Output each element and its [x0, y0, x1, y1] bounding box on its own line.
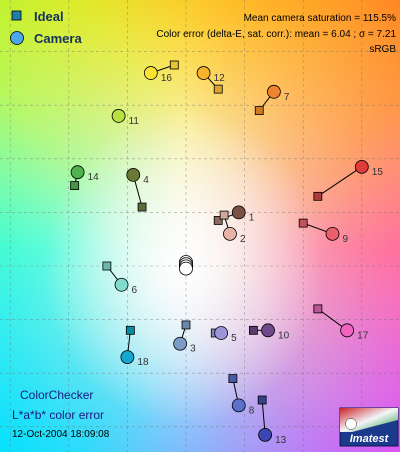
- camera-marker-16: [143, 66, 158, 80]
- error-line-15: [317, 166, 363, 197]
- ideal-marker-12: [213, 84, 223, 94]
- camera-marker-8: [231, 398, 246, 413]
- patch-label-11: 11: [129, 116, 140, 127]
- patch-label-2: 2: [240, 234, 246, 245]
- ideal-marker-9: [298, 218, 308, 228]
- legend-ideal-label: Ideal: [34, 9, 64, 24]
- saturation-text: Mean camera saturation = 115.5%: [244, 13, 397, 24]
- ideal-marker-1: [213, 216, 223, 225]
- imatest-logo: Imatest: [339, 407, 399, 447]
- camera-marker-11: [111, 109, 126, 123]
- patch-label-18: 18: [137, 357, 149, 368]
- color-error-text: Color error (delta-E, sat. corr.): mean …: [156, 29, 396, 40]
- patch-label-15: 15: [372, 167, 384, 178]
- ideal-marker-10: [248, 325, 258, 335]
- chart-title: ColorChecker: [20, 388, 93, 402]
- patch-label-17: 17: [357, 330, 369, 341]
- camera-marker-12: [196, 66, 211, 80]
- patch-label-3: 3: [190, 344, 196, 355]
- camera-marker-13: [258, 427, 273, 442]
- camera-marker-15: [354, 159, 369, 174]
- ideal-marker-2: [219, 210, 229, 220]
- ideal-marker-16: [169, 60, 179, 70]
- legend-camera-label: Camera: [34, 31, 82, 46]
- ideal-marker-15: [313, 191, 323, 201]
- camera-marker-2: [223, 226, 237, 241]
- colorspace-text: sRGB: [369, 44, 396, 55]
- patch-label-6: 6: [132, 285, 138, 296]
- ideal-marker-8: [228, 374, 238, 383]
- camera-marker-17: [340, 323, 355, 338]
- chart-subtitle: L*a*b* color error: [12, 408, 104, 422]
- logo-text: Imatest: [350, 433, 390, 445]
- ideal-marker-3: [181, 320, 191, 330]
- legend: Ideal Camera: [10, 9, 82, 46]
- data-marks: [70, 60, 369, 442]
- patch-label-13: 13: [275, 435, 287, 446]
- ideal-marker-6: [102, 261, 112, 271]
- patch-label-7: 7: [284, 92, 290, 103]
- patch-label-12: 12: [214, 73, 226, 84]
- ideal-marker-7: [254, 106, 264, 115]
- ideal-marker-18: [125, 325, 135, 335]
- legend-camera-marker: [10, 31, 24, 45]
- patch-label-14: 14: [88, 172, 100, 183]
- patch-label-16: 16: [161, 73, 173, 84]
- ideal-marker-17: [313, 304, 323, 314]
- ideal-marker-13: [257, 395, 267, 405]
- camera-marker-6: [114, 277, 129, 292]
- camera-marker-10: [261, 323, 275, 338]
- camera-marker-9: [325, 226, 340, 241]
- timestamp: 12-Oct-2004 18:09:08: [12, 429, 110, 440]
- camera-marker-4: [126, 167, 141, 182]
- camera-marker-5: [214, 326, 229, 340]
- camera-marker-7: [266, 84, 281, 99]
- patch-label-8: 8: [249, 405, 255, 416]
- camera-marker-1: [231, 205, 246, 220]
- legend-ideal-marker: [11, 10, 22, 21]
- patch-label-9: 9: [343, 234, 349, 245]
- patch-label-5: 5: [231, 333, 237, 344]
- camera-marker-3: [173, 336, 188, 351]
- patch-label-4: 4: [143, 175, 149, 186]
- ideal-marker-4: [137, 202, 147, 212]
- camera-marker-18: [120, 350, 135, 365]
- camera-marker-14: [70, 165, 85, 180]
- ideal-marker-14: [70, 181, 80, 191]
- neutral-camera-marker: [179, 261, 193, 276]
- patch-label-1: 1: [249, 212, 255, 223]
- patch-label-10: 10: [278, 330, 290, 341]
